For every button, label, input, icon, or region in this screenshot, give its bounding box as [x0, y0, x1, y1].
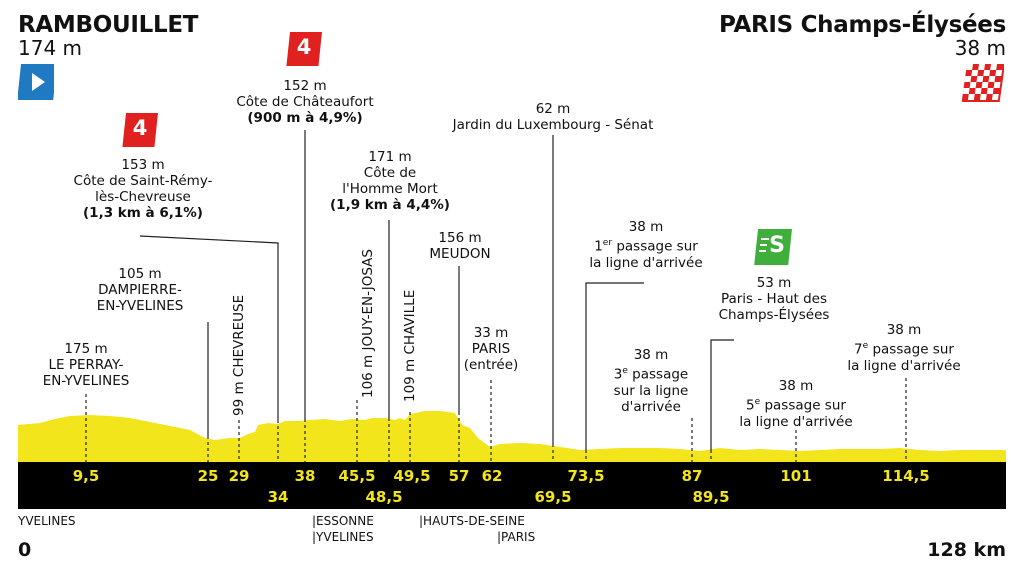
region-hauts-de-seine: |HAUTS-DE-SEINE — [419, 514, 525, 528]
km-marker: 9,5 — [72, 467, 100, 485]
km-marker: 48,5 — [365, 488, 403, 506]
finish-town-name: PARIS Champs-Élysées — [719, 12, 1006, 38]
checkered-flag-icon — [962, 64, 1004, 102]
km-marker: 87 — [681, 467, 703, 485]
label-sprint-haut-champs: 53 m Paris - Haut des Champs-Élysées — [718, 275, 830, 323]
region-paris: |PARIS — [497, 530, 536, 544]
start-altitude: 174 m — [18, 36, 83, 60]
label-meudon: 156 m MEUDON — [429, 230, 491, 262]
label-cote-saint-remy: 153 m Côte de Saint-Rémy-lès-Chevreuse (1,… — [73, 157, 213, 221]
label-le-perray: 175 m LE PERRAY- EN-YVELINES — [42, 341, 130, 389]
km-marker: 57 — [448, 467, 470, 485]
category-4-climb-icon: 4 — [122, 113, 158, 147]
distance-start: 0 — [18, 539, 32, 561]
label-chaville: 109 m CHAVILLE — [402, 289, 418, 402]
start-town-name: RAMBOUILLET — [18, 12, 199, 38]
km-marker: 45,5 — [338, 467, 376, 485]
km-marker: 34 — [267, 488, 289, 506]
km-marker: 25 — [197, 467, 219, 485]
km-marker: 69,5 — [534, 488, 572, 506]
label-cote-chateaufort: 152 m Côte de Châteaufort (900 m à 4,9%) — [236, 78, 374, 126]
label-passage-5: 38 m 5e passage sur la ligne d'arrivée — [739, 378, 853, 430]
label-luxembourg: 62 m Jardin du Luxembourg - Sénat — [452, 101, 654, 133]
km-marker: 38 — [294, 467, 316, 485]
km-marker: 89,5 — [692, 488, 730, 506]
label-passage-1: 38 m 1er passage sur la ligne d'arrivée — [589, 219, 703, 271]
region-essonne: |ESSONNE — [312, 514, 374, 528]
category-4-climb-icon: 4 — [286, 32, 322, 66]
label-dampierre: 105 m DAMPIERRE- EN-YVELINES — [96, 266, 184, 314]
distance-end: 128 km — [927, 539, 1006, 561]
finish-altitude: 38 m — [954, 36, 1006, 60]
km-marker: 49,5 — [393, 467, 431, 485]
label-chevreuse: 99 m CHEVREUSE — [231, 294, 247, 416]
start-play-icon — [18, 64, 54, 100]
km-marker: 73,5 — [567, 467, 605, 485]
region-yvelines: YVELINES — [18, 514, 76, 528]
region-yvelines-2: |YVELINES — [312, 530, 374, 544]
km-marker: 62 — [481, 467, 503, 485]
label-paris-entree: 33 m PARIS (entrée) — [463, 325, 519, 373]
km-marker: 29 — [228, 467, 250, 485]
intermediate-sprint-icon: S — [754, 229, 792, 265]
label-cote-homme-mort: 171 m Côte de l'Homme Mort (1,9 km à 4,4%) — [330, 149, 450, 213]
km-marker: 114,5 — [882, 467, 930, 485]
label-passage-7: 38 m 7e passage sur la ligne d'arrivée — [847, 322, 961, 374]
label-passage-3: 38 m 3e passage sur la ligne d'arrivée — [613, 347, 689, 415]
label-jouy-en-josas: 106 m JOUY-EN-JOSAS — [360, 249, 376, 398]
elevation-profile — [18, 411, 1006, 463]
km-marker: 101 — [780, 467, 812, 485]
